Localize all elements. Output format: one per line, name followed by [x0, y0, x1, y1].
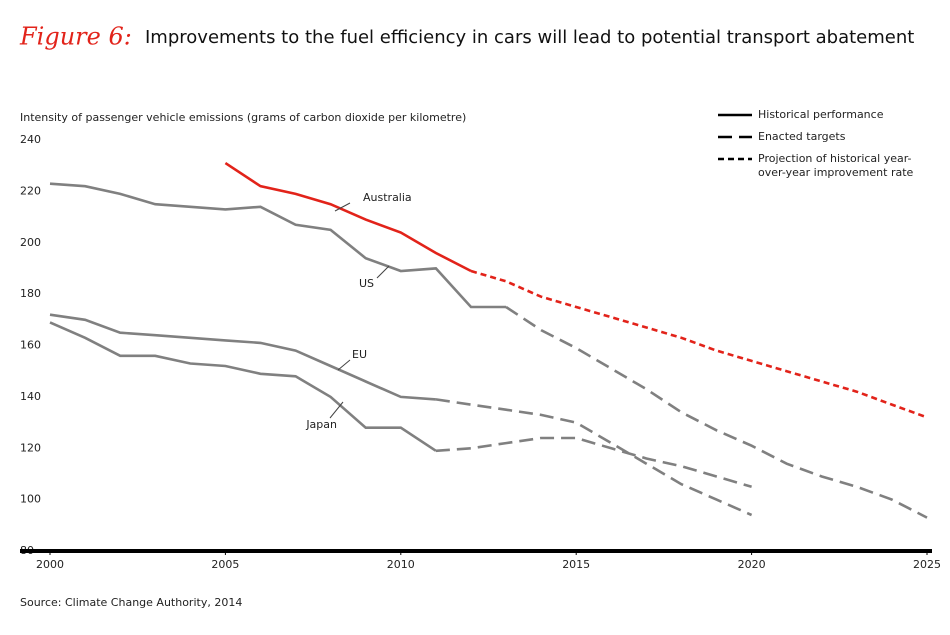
legend-item: Projection of historical year-over-year …: [718, 152, 918, 180]
line-historical: [49, 313, 436, 401]
y-tick-label: 100: [20, 493, 41, 506]
source: Source: Climate Change Authority, 2014: [20, 596, 242, 609]
y-tick-label: 220: [20, 184, 41, 197]
line-historical: [224, 162, 472, 273]
legend-swatch: [718, 157, 752, 161]
leader-line: [334, 202, 351, 212]
y-tick-label: 240: [20, 133, 41, 146]
legend-item: Historical performance: [718, 108, 918, 122]
line-historical: [49, 321, 437, 452]
y-tick-label: 160: [20, 339, 41, 352]
x-tick-label: 2010: [387, 558, 415, 571]
legend: Historical performance Enacted targets Pro…: [718, 108, 918, 188]
chart-title: Improvements to the fuel efficiency in c…: [145, 27, 914, 48]
series-label: Australia: [363, 191, 412, 204]
legend-label: Projection of historical year-over-year …: [758, 152, 914, 179]
series-label: US: [359, 277, 374, 290]
legend-label: Enacted targets: [758, 130, 846, 143]
y-axis-label: Intensity of passenger vehicle emissions…: [20, 111, 466, 124]
line-target: [435, 436, 752, 489]
y-tick-label: 140: [20, 390, 41, 403]
legend-item: Enacted targets: [718, 130, 918, 144]
x-tick-label: 2000: [36, 558, 64, 571]
leader-line: [337, 359, 351, 371]
leader-line: [376, 265, 390, 279]
y-tick-label: 180: [20, 287, 41, 300]
legend-swatch: [718, 113, 752, 117]
x-tick-label: 2015: [562, 558, 590, 571]
line-target: [435, 398, 753, 517]
line-target: [505, 305, 928, 519]
leader-line: [329, 401, 344, 419]
x-tick-label: 2005: [211, 558, 239, 571]
legend-label: Historical performance: [758, 108, 884, 121]
y-tick-label: 120: [20, 441, 41, 454]
x-tick-label: 2025: [913, 558, 941, 571]
figure-label: Figure 6:: [19, 23, 132, 51]
line-historical: [49, 182, 506, 309]
series-label: EU: [352, 348, 367, 361]
legend-swatch: [718, 135, 752, 139]
x-tick-label: 2020: [738, 558, 766, 571]
series-label: Japan: [305, 418, 337, 431]
y-tick-label: 200: [20, 236, 41, 249]
line-target: [470, 269, 928, 419]
